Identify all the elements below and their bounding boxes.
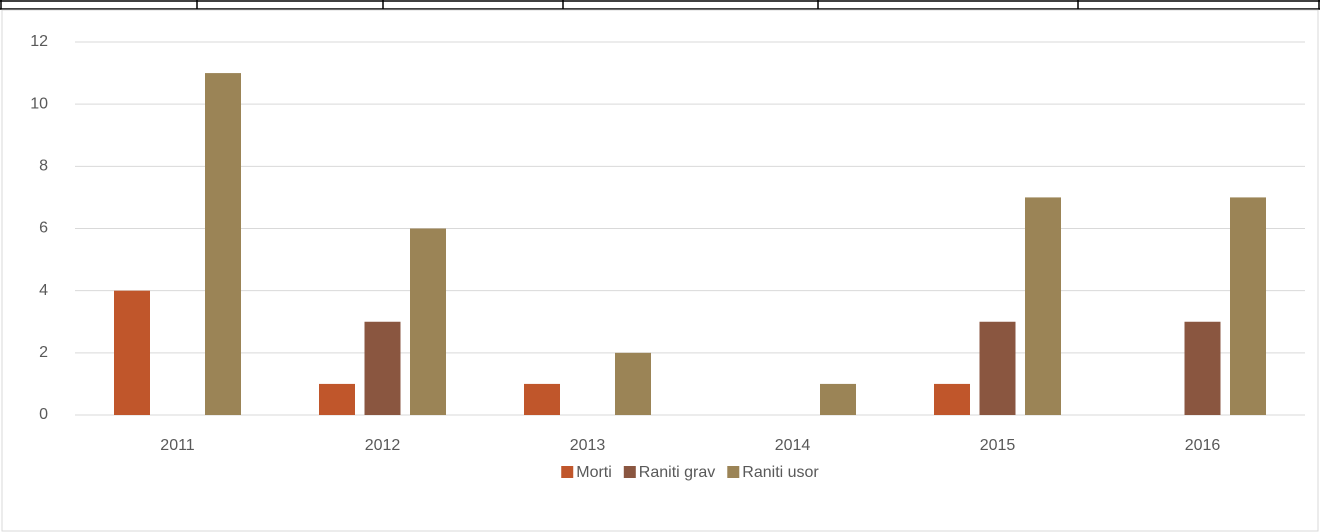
bar	[410, 228, 446, 415]
bar	[524, 383, 560, 415]
legend-label: Raniti usor	[742, 464, 819, 481]
bar	[979, 321, 1016, 415]
bar	[319, 383, 355, 415]
x-tick-label: 2014	[775, 437, 811, 454]
y-tick-label: 0	[39, 406, 48, 423]
y-tick-label: 10	[30, 95, 48, 112]
y-tick-label: 6	[39, 220, 48, 237]
legend-swatch	[623, 466, 636, 478]
bar	[364, 321, 401, 415]
x-tick-label: 2013	[570, 437, 606, 454]
bar	[934, 383, 970, 415]
legend-label: Raniti grav	[639, 464, 715, 481]
x-tick-label: 2016	[1185, 437, 1221, 454]
bar	[1230, 197, 1266, 415]
bar	[205, 73, 241, 415]
x-tick-label: 2012	[365, 437, 401, 454]
y-tick-label: 2	[39, 344, 48, 361]
x-tick-label: 2015	[980, 437, 1016, 454]
legend-swatch	[727, 466, 740, 478]
table-border	[0, 0, 1320, 9]
legend-label: Morti	[576, 464, 612, 481]
y-tick-label: 4	[39, 282, 48, 299]
bar	[1025, 197, 1061, 415]
x-tick-label: 2011	[160, 437, 195, 454]
bar	[1184, 321, 1221, 415]
y-tick-label: 12	[30, 33, 48, 50]
chart-border	[1, 9, 1319, 532]
legend-swatch	[561, 466, 574, 478]
bar	[820, 383, 856, 415]
bar	[615, 352, 651, 415]
bar	[114, 290, 150, 415]
y-tick-label: 8	[39, 158, 48, 175]
